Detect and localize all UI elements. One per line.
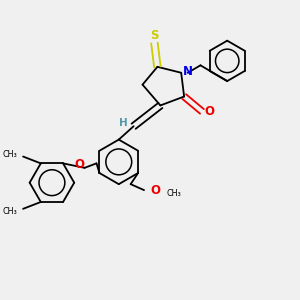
Text: O: O — [150, 184, 160, 196]
Text: O: O — [204, 105, 214, 118]
Text: O: O — [74, 158, 84, 171]
Text: N: N — [183, 65, 193, 78]
Text: CH₃: CH₃ — [2, 150, 17, 159]
Text: S: S — [150, 29, 159, 42]
Text: H: H — [119, 118, 128, 128]
Text: CH₃: CH₃ — [166, 189, 181, 198]
Text: CH₃: CH₃ — [2, 207, 17, 216]
